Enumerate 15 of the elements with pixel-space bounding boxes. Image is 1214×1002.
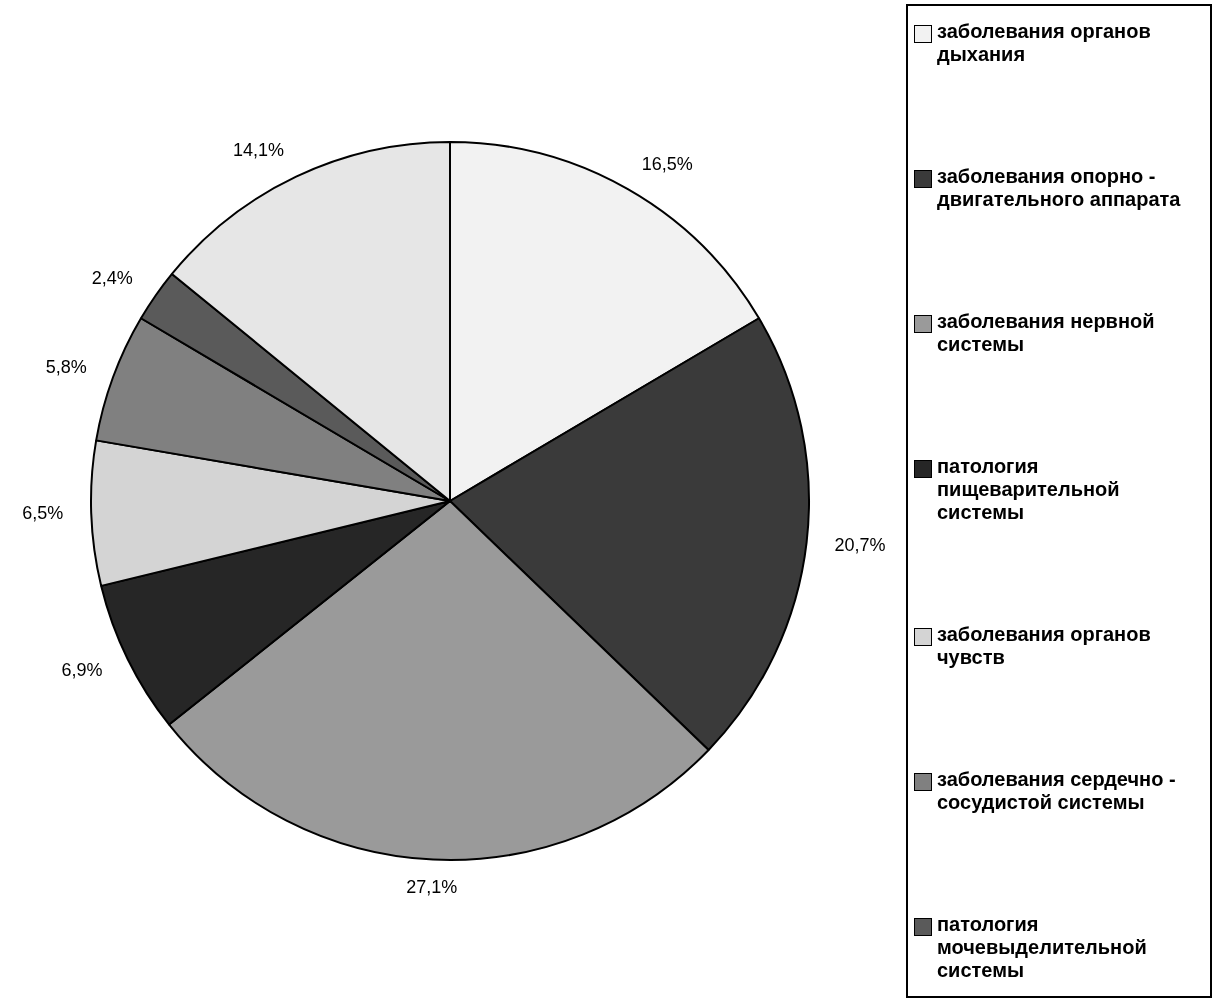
legend-label: патология мочевыделительной системы: [937, 913, 1148, 982]
data-label: 20,7%: [834, 534, 886, 555]
data-label: 16,5%: [641, 153, 693, 174]
legend-label: заболевания нервной системы: [937, 310, 1156, 356]
data-label: 27,1%: [406, 876, 458, 897]
legend-label: заболевания сердечно - сосудистой системы: [937, 768, 1177, 814]
legend-label: заболевания органов чувств: [937, 623, 1152, 669]
data-label: 6,9%: [61, 660, 103, 681]
legend-label: заболевания опорно - двигательного аппарата: [937, 165, 1182, 211]
data-label: 6,5%: [22, 503, 64, 524]
legend-label: патология пищеварительной системы: [937, 455, 1121, 524]
data-label: 5,8%: [45, 356, 87, 377]
legend-label: заболевания органов дыхания: [937, 20, 1152, 66]
data-label: 14,1%: [233, 140, 285, 161]
data-label: 2,4%: [91, 268, 133, 289]
